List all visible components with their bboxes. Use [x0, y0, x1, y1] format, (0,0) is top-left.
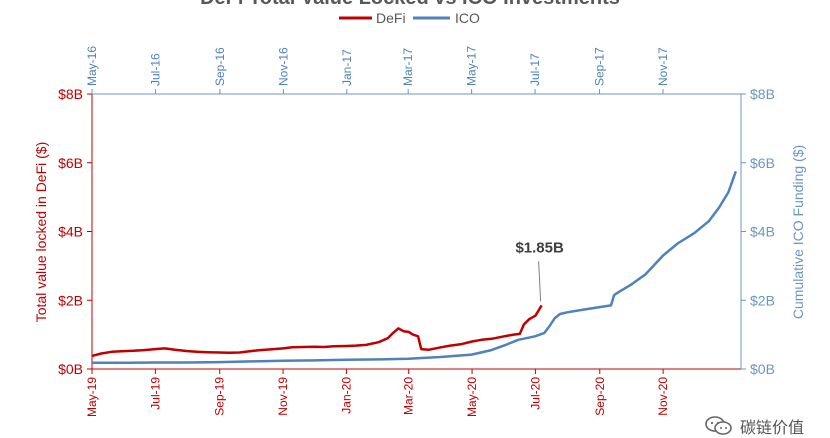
legend: DeFi ICO [339, 10, 480, 26]
legend-label-ico: ICO [455, 10, 480, 26]
bottom-tick-label: Nov-19 [276, 377, 290, 416]
bottom-tick-label: Sep-19 [213, 377, 227, 416]
left-tick-label: $6B [58, 155, 83, 171]
right-tick-label: $4B [750, 224, 775, 240]
top-tick-label: Jan-17 [340, 49, 354, 86]
bottom-tick-label: Jul-20 [528, 377, 542, 410]
left-tick-label: $0B [58, 361, 83, 377]
right-tick-label: $0B [750, 361, 775, 377]
bottom-tick-label: Sep-20 [593, 377, 607, 416]
annotation-label: $1.85B [515, 239, 564, 256]
bottom-tick-label: Jul-19 [148, 377, 162, 410]
right-axis-title: Cumulative ICO Funding ($) [790, 145, 806, 319]
wechat-icon [705, 416, 732, 435]
top-tick-label: Sep-16 [213, 47, 227, 86]
top-tick-label: Nov-17 [656, 47, 670, 86]
top-tick-label: Nov-16 [276, 47, 290, 86]
watermark-text: 碳链价值 [739, 418, 804, 437]
top-tick-label: Sep-17 [593, 47, 607, 86]
bottom-tick-label: Mar-20 [402, 377, 416, 415]
right-tick-label: $6B [750, 155, 775, 171]
series [91, 170, 737, 365]
top-tick-label: Mar-17 [401, 48, 415, 86]
bottom-tick-label: May-19 [85, 377, 99, 417]
bottom-tick-label: May-20 [465, 377, 479, 417]
series-line-ico [92, 170, 737, 365]
left-tick-label: $8B [58, 86, 83, 102]
tick-labels: $0B $2B $4B $6B $8B $0B $2B $4B $6B $8B May-19 Jul-… [58, 46, 775, 417]
series-line-defi [91, 304, 543, 358]
top-tick-label: Jul-17 [528, 53, 542, 86]
annotation: $1.85B [515, 239, 564, 302]
left-tick-label: $4B [58, 224, 83, 240]
top-tick-label: Jul-16 [148, 53, 162, 86]
top-tick-label: May-17 [465, 46, 479, 86]
right-tick-label: $8B [750, 86, 775, 102]
top-tick-label: May-16 [85, 46, 99, 86]
annotation-leader [538, 261, 542, 302]
axes [87, 89, 746, 374]
right-tick-label: $2B [750, 292, 775, 308]
left-tick-label: $2B [58, 292, 83, 308]
legend-label-defi: DeFi [376, 10, 406, 26]
chart-title: DeFi Total Value Locked vs ICO Investmen… [200, 0, 620, 9]
bottom-tick-label: Jan-20 [339, 377, 353, 414]
left-axis-title: Total value locked in DeFi ($) [33, 142, 49, 323]
watermark: 碳链价值 [704, 414, 804, 438]
bottom-tick-label: Nov-20 [656, 377, 670, 416]
